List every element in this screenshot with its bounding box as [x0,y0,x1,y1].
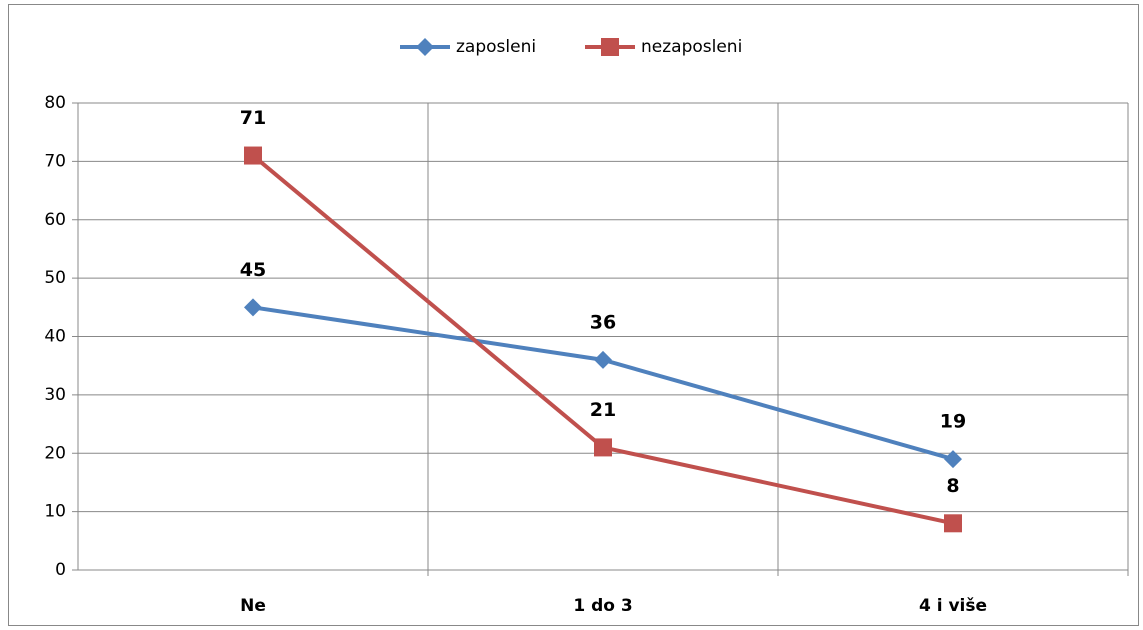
x-tick-label: 4 i više [919,596,987,616]
y-tick-label: 50 [44,268,66,288]
data-point [244,146,262,165]
y-tick-label: 70 [44,151,66,171]
y-tick-label: 10 [44,502,66,522]
legend-marker [601,38,619,56]
x-tick-label: 1 do 3 [573,596,632,616]
y-tick-label: 20 [44,443,66,463]
y-tick-label: 40 [44,327,66,347]
data-point [944,450,962,469]
y-tick-label: 30 [44,385,66,405]
legend-marker [416,38,434,56]
data-point [594,350,612,369]
data-label: 45 [240,259,266,281]
data-label: 8 [946,475,959,497]
y-tick-label: 80 [44,93,66,113]
legend-label: zaposleni [456,37,536,57]
data-point [944,514,962,533]
x-tick-label: Ne [240,596,266,616]
data-label: 36 [590,311,616,333]
data-point [594,438,612,457]
data-point [244,298,262,317]
chart-frame [8,4,1139,626]
legend-label: nezaposleni [641,37,742,57]
data-label: 21 [590,399,616,421]
y-tick-label: 60 [44,210,66,230]
data-label: 19 [940,411,966,433]
data-label: 71 [240,107,266,129]
y-tick-label: 0 [55,560,66,580]
